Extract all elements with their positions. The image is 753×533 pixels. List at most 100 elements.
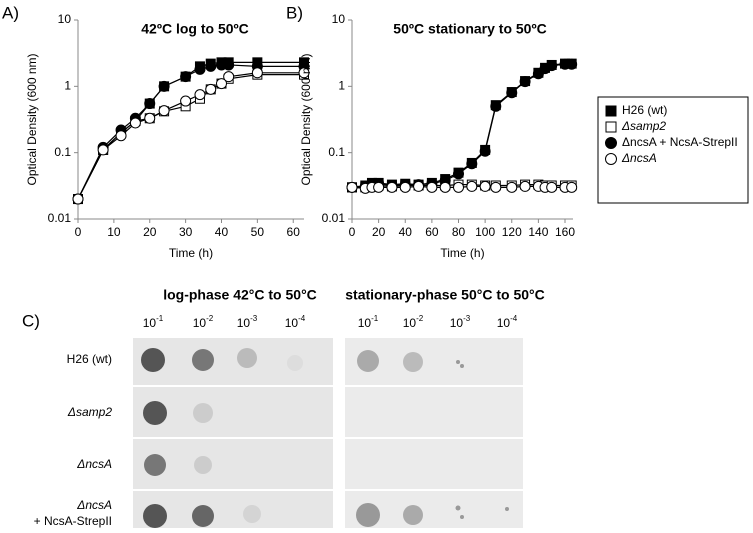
marker <box>546 60 558 72</box>
x-tick-label: 0 <box>349 225 356 239</box>
row-label: + NcsA-StrepII <box>34 514 112 528</box>
dilution-base: 10 <box>237 316 251 330</box>
dilution-label: 10-2 <box>193 314 214 330</box>
plate-title: stationary-phase 50°C to 50°C <box>345 287 544 303</box>
x-tick-label: 60 <box>287 225 301 239</box>
x-tick-label: 0 <box>75 225 82 239</box>
marker <box>386 181 398 193</box>
dilution-base: 10 <box>285 316 299 330</box>
y-tick-label: 10 <box>332 12 346 26</box>
marker <box>194 63 206 75</box>
marker <box>346 181 358 193</box>
marker <box>519 180 531 192</box>
y-tick-label: 1 <box>338 79 345 93</box>
legend-label: Δsamp2 <box>621 119 666 133</box>
marker <box>223 71 235 83</box>
marker <box>566 181 578 193</box>
marker <box>180 71 192 83</box>
legend-marker <box>605 121 617 133</box>
dilution-exp: -2 <box>206 314 214 323</box>
marker <box>453 181 465 193</box>
y-axis-label: Optical Density (600 nm) <box>299 53 313 185</box>
marker <box>566 58 578 70</box>
dilution-label: 10-4 <box>497 314 518 330</box>
dilution-exp: -2 <box>416 314 424 323</box>
y-tick-label: 0.1 <box>328 145 345 159</box>
marker <box>215 78 227 90</box>
legend-marker <box>605 105 617 117</box>
y-tick-label: 10 <box>58 12 72 26</box>
legend-label: H26 (wt) <box>622 103 667 117</box>
marker <box>205 83 217 95</box>
marker <box>399 181 411 193</box>
legend-label: ΔncsA <box>621 151 657 165</box>
x-tick-label: 40 <box>215 225 229 239</box>
dilution-exp: -3 <box>250 314 258 323</box>
dilution-exp: -1 <box>371 314 379 323</box>
x-tick-label: 20 <box>372 225 386 239</box>
marker <box>506 181 518 193</box>
dilution-label: 10-1 <box>358 314 379 330</box>
plate-title: log-phase 42°C to 50°C <box>163 287 317 303</box>
plate-dividers <box>133 385 523 491</box>
y-tick-label: 1 <box>64 79 71 93</box>
dilution-base: 10 <box>143 316 157 330</box>
marker <box>144 98 156 110</box>
series-line <box>77 64 304 200</box>
x-tick-label: 160 <box>555 225 575 239</box>
y-axis-label: Optical Density (600 nm) <box>25 53 39 185</box>
marker <box>223 59 235 71</box>
marker <box>546 181 558 193</box>
x-tick-label: 20 <box>143 225 157 239</box>
series-line <box>77 61 304 200</box>
dilution-label: 10-3 <box>237 314 258 330</box>
marker <box>115 130 127 142</box>
row-label: Δsamp2 <box>67 405 112 419</box>
series-line <box>77 72 304 200</box>
spots <box>141 348 509 528</box>
x-tick-label: 50 <box>251 225 265 239</box>
dilution-exp: -4 <box>298 314 306 323</box>
marker <box>439 181 451 193</box>
marker <box>158 80 170 92</box>
marker <box>180 95 192 107</box>
x-tick-label: 120 <box>502 225 522 239</box>
y-tick-label: 0.1 <box>54 145 71 159</box>
x-tick-label: 30 <box>179 225 193 239</box>
marker <box>129 117 141 129</box>
legend-box <box>597 96 749 204</box>
dilution-base: 10 <box>497 316 511 330</box>
dilution-exp: -4 <box>510 314 518 323</box>
x-axis-label: Time (h) <box>169 246 213 260</box>
row-label: ΔncsA <box>76 498 112 512</box>
marker <box>194 89 206 101</box>
marker <box>413 180 425 192</box>
row-label: ΔncsA <box>76 457 112 471</box>
marker <box>466 158 478 170</box>
marker <box>158 105 170 117</box>
marker <box>506 87 518 99</box>
x-tick-label: 80 <box>452 225 466 239</box>
dilution-base: 10 <box>358 316 372 330</box>
marker <box>298 67 310 79</box>
row-label: H26 (wt) <box>67 352 112 366</box>
marker <box>479 180 491 192</box>
marker <box>466 180 478 192</box>
marker <box>144 112 156 124</box>
marker <box>251 67 263 79</box>
dilution-base: 10 <box>450 316 464 330</box>
legend-label: ΔncsA + NcsA-StrepII <box>622 135 738 149</box>
x-tick-label: 10 <box>107 225 121 239</box>
series-line <box>77 74 304 200</box>
marker <box>519 76 531 88</box>
panel-label: C) <box>22 311 40 330</box>
marker <box>97 144 109 156</box>
dilution-label: 10-1 <box>143 314 164 330</box>
chart-title: 50ºC stationary to 50ºC <box>393 21 546 37</box>
plate <box>133 338 333 528</box>
y-tick-label: 0.01 <box>322 211 346 225</box>
dilution-label: 10-4 <box>285 314 306 330</box>
panel-label: B) <box>286 3 303 22</box>
marker <box>205 60 217 72</box>
